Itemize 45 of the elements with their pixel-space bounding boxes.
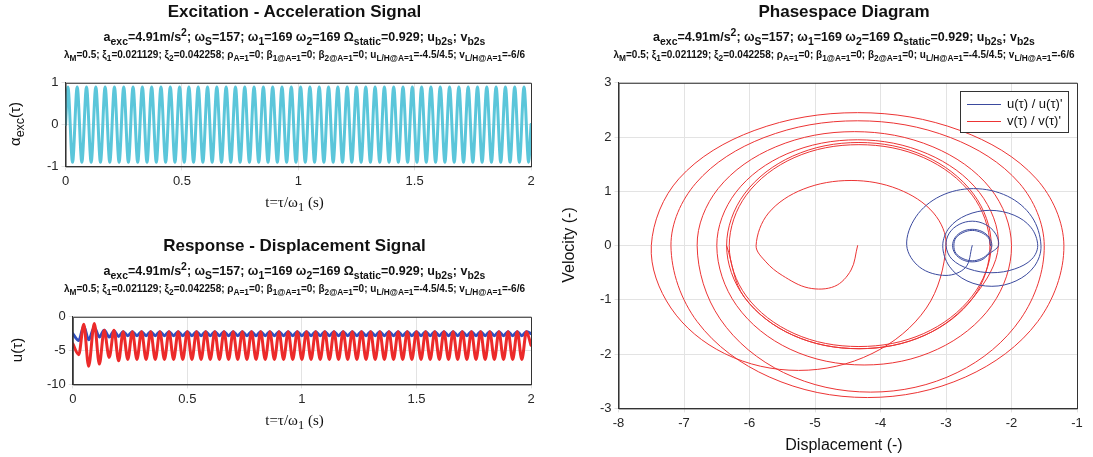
y-tick-label: -2 [600,345,612,361]
y-tick-label: 0 [58,308,66,324]
x-tick-label: -4 [874,414,887,430]
x-tick-label: -7 [678,414,690,430]
text: a$_{exc}$=4.91m/s$^{2}$; ω$_{S}$=157; ω$_{1}$=169 ω$_{2}$=169 Ω$_{static}$=0.929; u$_{b2s}$; v$_{b2s}$ [653,27,1035,47]
x-tick-label: -1 [1071,414,1083,430]
text: a$_{exc}$=4.91m/s$^{2}$; ω$_{S}$=157; ω$_{1}$=169 ω$_{2}$=169 Ω$_{static}$=0.929; u$_{b2s}$; v$_{b2s}$ [103,27,486,47]
x-tick-label: -5 [809,414,821,430]
x-tick-label: -3 [940,414,952,430]
y-tick-label: -5 [54,342,66,358]
y-tick-label: 1 [51,74,59,90]
x-tick-label: 0 [69,390,77,406]
chart-title: Excitation - Acceleration Signal [166,2,423,22]
x-tick-label: 1.5 [405,172,424,188]
y-tick-label: 0 [604,237,612,253]
legend-label: v(τ) / v(τ)' [1006,111,1062,129]
text: λ$_{M}$=0.5; ξ$_{1}$=0.021129; ξ$_{2}$=0.042258; ρ$_{A=1}$=0; β$_{1@A=1}$=0; β$_{2@A=1}$=0; u$_{L/H@A=1}$=-4.5/4.5; v$_{L/H@A=1}$=-6/6 [613,49,1075,63]
y-axis-title: Velocity (-) [560,207,578,283]
y-tick-label: 0 [51,116,59,132]
x-axis-title: Displacement (-) [784,436,904,454]
chart-title: Phasespace Diagram [757,2,931,22]
text: λ$_{M}$=0.5; ξ$_{1}$=0.021129; ξ$_{2}$=0.042258; ρ$_{A=1}$=0; β$_{1@A=1}$=0; β$_{2@A=1}$=0; u$_{L/H@A=1}$=-4.5/4.5; v$_{L/H@A=1}$=-6/6 [63,283,525,297]
text: λ$_{M}$=0.5; ξ$_{1}$=0.021129; ξ$_{2}$=0.042258; ρ$_{A=1}$=0; β$_{1@A=1}$=0; β$_{2@A=1}$=0; u$_{L/H@A=1}$=-4.5/4.5; v$_{L/H@A=1}$=-6/6 [63,49,525,63]
y-tick-label: 3 [604,74,612,90]
text: a$_{exc}$=4.91m/s$^{2}$; ω$_{S}$=157; ω$_{1}$=169 ω$_{2}$=169 Ω$_{static}$=0.929; u$_{b2s}$; v$_{b2s}$ [103,261,486,281]
legend-label: u(τ) / u(τ)' [1006,94,1063,112]
x-tick-label: 0.5 [172,172,191,188]
chart-title: Response - Displacement Signal [162,236,427,256]
x-tick-label: 2 [527,390,535,406]
y-tick-label: -10 [46,375,66,391]
x-tick-label: -8 [612,414,625,430]
y-tick-label: -1 [600,291,612,307]
y-tick-label: 2 [604,128,612,144]
x-tick-label: -6 [743,414,756,430]
x-tick-label: 2 [527,172,535,188]
y-tick-label: -1 [47,157,59,173]
x-axis-title: t=τ/ω$_{1}$ (s) [264,412,325,433]
y-tick-label: 1 [604,182,612,198]
x-tick-label: 1.5 [407,390,426,406]
x-axis-title: t=τ/ω$_{1}$ (s) [264,194,325,215]
x-tick-label: 1 [298,390,306,406]
x-tick-label: -2 [1005,414,1018,430]
x-tick-label: 0.5 [178,390,197,406]
y-axis-title: u(τ) [7,337,25,363]
x-tick-label: 1 [294,172,302,188]
